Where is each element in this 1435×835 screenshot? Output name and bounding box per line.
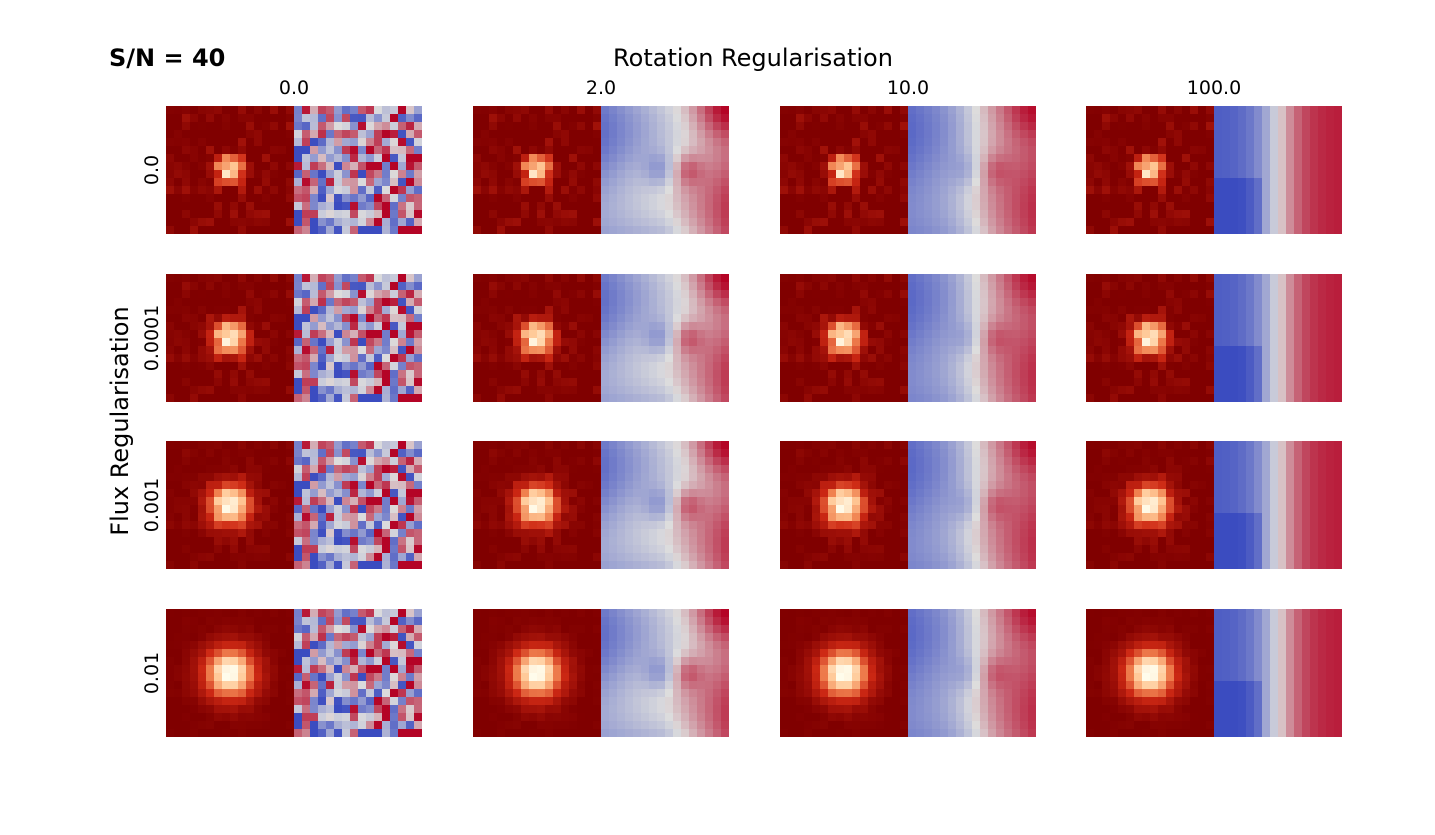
flux-map-r1-c0: [166, 274, 294, 402]
flux-map-r3-c0: [166, 609, 294, 737]
sn-label: S/N = 40: [109, 44, 226, 72]
row-label-0: 0.0: [141, 154, 163, 186]
flux-map-r0-c3: [1086, 106, 1214, 234]
flux-map-r0-c0: [166, 106, 294, 234]
velocity-map-r2-c2: [908, 441, 1036, 569]
flux-map-r0-c1: [473, 106, 601, 234]
flux-map-r3-c3: [1086, 609, 1214, 737]
velocity-map-r1-c0: [294, 274, 422, 402]
velocity-map-r3-c1: [601, 609, 729, 737]
flux-map-r3-c2: [780, 609, 908, 737]
velocity-map-r0-c3: [1214, 106, 1342, 234]
row-label-3: 0.01: [141, 651, 163, 695]
row-label-1: 0.0001: [141, 304, 163, 372]
row-axis-title: Flux Regularisation: [106, 306, 134, 536]
flux-map-r2-c0: [166, 441, 294, 569]
velocity-map-r3-c3: [1214, 609, 1342, 737]
flux-map-r2-c3: [1086, 441, 1214, 569]
flux-map-r1-c2: [780, 274, 908, 402]
velocity-map-r2-c3: [1214, 441, 1342, 569]
velocity-map-r3-c2: [908, 609, 1036, 737]
velocity-map-r1-c1: [601, 274, 729, 402]
flux-map-r1-c3: [1086, 274, 1214, 402]
velocity-map-r2-c1: [601, 441, 729, 569]
velocity-map-r1-c2: [908, 274, 1036, 402]
velocity-map-r0-c2: [908, 106, 1036, 234]
column-label-2: 10.0: [886, 77, 930, 99]
velocity-map-r0-c0: [294, 106, 422, 234]
flux-map-r2-c2: [780, 441, 908, 569]
column-label-3: 100.0: [1186, 77, 1242, 99]
row-label-2: 0.001: [141, 477, 163, 533]
velocity-map-r3-c0: [294, 609, 422, 737]
column-axis-title: Rotation Regularisation: [613, 44, 893, 72]
column-label-0: 0.0: [278, 77, 310, 99]
flux-map-r1-c1: [473, 274, 601, 402]
velocity-map-r1-c3: [1214, 274, 1342, 402]
velocity-map-r0-c1: [601, 106, 729, 234]
column-label-1: 2.0: [585, 77, 617, 99]
velocity-map-r2-c0: [294, 441, 422, 569]
flux-map-r0-c2: [780, 106, 908, 234]
flux-map-r2-c1: [473, 441, 601, 569]
flux-map-r3-c1: [473, 609, 601, 737]
